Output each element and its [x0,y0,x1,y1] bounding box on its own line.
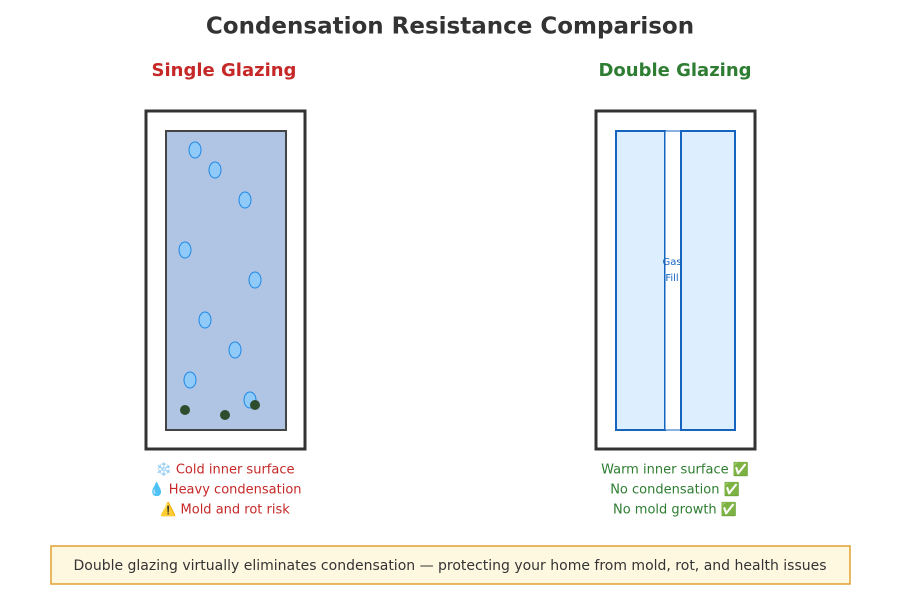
pane [680,130,736,431]
droplets [178,141,262,409]
gap-label: Gas [662,257,681,268]
title: Condensation Resistance Comparison [206,14,694,40]
gap-label: Fill [665,273,678,284]
pane [615,130,666,431]
note: 💧 Heavy condensation [148,482,301,498]
footer-box [50,545,851,585]
double-heading: Double Glazing [598,60,751,81]
mold [180,400,260,420]
note: ❄️ Cold inner surface [156,462,295,478]
single-heading: Single Glazing [152,60,297,81]
note: Warm inner surface ✅ [601,462,749,478]
note: No condensation ✅ [610,482,740,498]
footer: Double glazing virtually eliminates cond… [73,558,826,574]
glass [165,130,287,431]
single-window [144,109,307,451]
double-window: Gas Fill [594,109,757,451]
note: No mold growth ✅ [613,502,737,518]
note: ⚠️ Mold and rot risk [160,502,290,518]
